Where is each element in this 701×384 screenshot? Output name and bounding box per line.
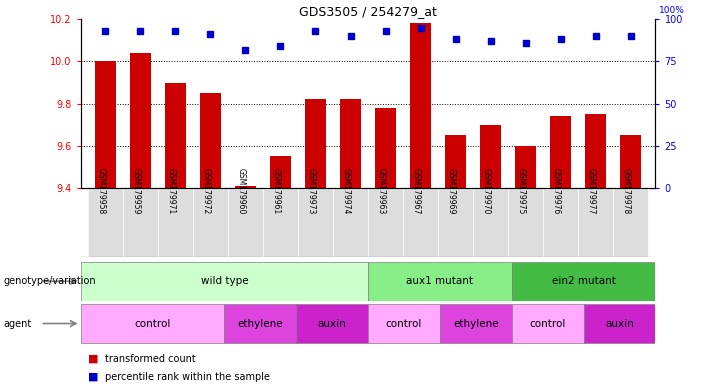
Bar	[123, 188, 158, 257]
Text: GSM179958: GSM179958	[96, 169, 105, 215]
Bar	[340, 99, 361, 188]
Bar	[81, 262, 368, 301]
Bar	[235, 186, 256, 188]
Bar	[270, 157, 291, 188]
Text: aux1 mutant: aux1 mutant	[407, 276, 473, 286]
Text: GSM179972: GSM179972	[201, 169, 210, 215]
Text: 100%: 100%	[659, 7, 685, 15]
Bar	[480, 125, 501, 188]
Bar	[515, 146, 536, 188]
Bar	[410, 23, 431, 188]
Bar	[445, 136, 466, 188]
Bar	[583, 304, 655, 343]
Text: transformed count: transformed count	[105, 354, 196, 364]
Bar	[403, 188, 438, 257]
Text: percentile rank within the sample: percentile rank within the sample	[105, 372, 270, 382]
Bar	[263, 188, 298, 257]
Bar	[512, 304, 583, 343]
Text: GSM179978: GSM179978	[622, 169, 631, 215]
Bar	[305, 99, 326, 188]
Bar	[613, 188, 648, 257]
Text: genotype/variation: genotype/variation	[4, 276, 96, 286]
Bar	[200, 93, 221, 188]
Bar	[95, 61, 116, 188]
Text: GSM179963: GSM179963	[376, 169, 386, 215]
Text: ethylene: ethylene	[238, 318, 283, 329]
Text: ■: ■	[88, 354, 98, 364]
Bar	[368, 304, 440, 343]
Text: GSM179961: GSM179961	[271, 169, 280, 215]
Bar	[368, 262, 512, 301]
Text: GSM179976: GSM179976	[552, 169, 561, 215]
Bar	[298, 188, 333, 257]
Bar	[543, 188, 578, 257]
Text: control: control	[135, 318, 170, 329]
Text: GSM179967: GSM179967	[411, 169, 421, 215]
Bar	[228, 188, 263, 257]
Bar	[440, 304, 512, 343]
Text: ethylene: ethylene	[453, 318, 498, 329]
Bar	[130, 53, 151, 188]
Text: GSM179974: GSM179974	[341, 169, 350, 215]
Text: GSM179970: GSM179970	[482, 169, 491, 215]
Bar	[193, 188, 228, 257]
Text: control: control	[529, 318, 566, 329]
Text: control: control	[386, 318, 422, 329]
Bar	[165, 83, 186, 188]
Text: GSM179969: GSM179969	[447, 169, 456, 215]
Text: agent: agent	[4, 318, 32, 329]
Text: GSM179973: GSM179973	[306, 169, 315, 215]
Bar	[578, 188, 613, 257]
Text: auxin: auxin	[318, 318, 346, 329]
Bar	[297, 304, 368, 343]
Bar	[368, 188, 403, 257]
Text: wild type: wild type	[200, 276, 248, 286]
Text: GSM179971: GSM179971	[166, 169, 175, 215]
Bar	[375, 108, 396, 188]
Bar	[224, 304, 297, 343]
Text: GSM179959: GSM179959	[131, 169, 140, 215]
Title: GDS3505 / 254279_at: GDS3505 / 254279_at	[299, 5, 437, 18]
Bar	[508, 188, 543, 257]
Bar	[512, 262, 655, 301]
Bar	[620, 136, 641, 188]
Text: auxin: auxin	[605, 318, 634, 329]
Bar	[158, 188, 193, 257]
Bar	[585, 114, 606, 188]
Bar	[550, 116, 571, 188]
Bar	[88, 188, 123, 257]
Text: ■: ■	[88, 372, 98, 382]
Text: GSM179960: GSM179960	[236, 169, 245, 215]
Bar	[81, 304, 224, 343]
Text: ein2 mutant: ein2 mutant	[552, 276, 615, 286]
Text: GSM179977: GSM179977	[587, 169, 596, 215]
Bar	[333, 188, 368, 257]
Text: GSM179975: GSM179975	[517, 169, 526, 215]
Bar	[438, 188, 473, 257]
Bar	[473, 188, 508, 257]
